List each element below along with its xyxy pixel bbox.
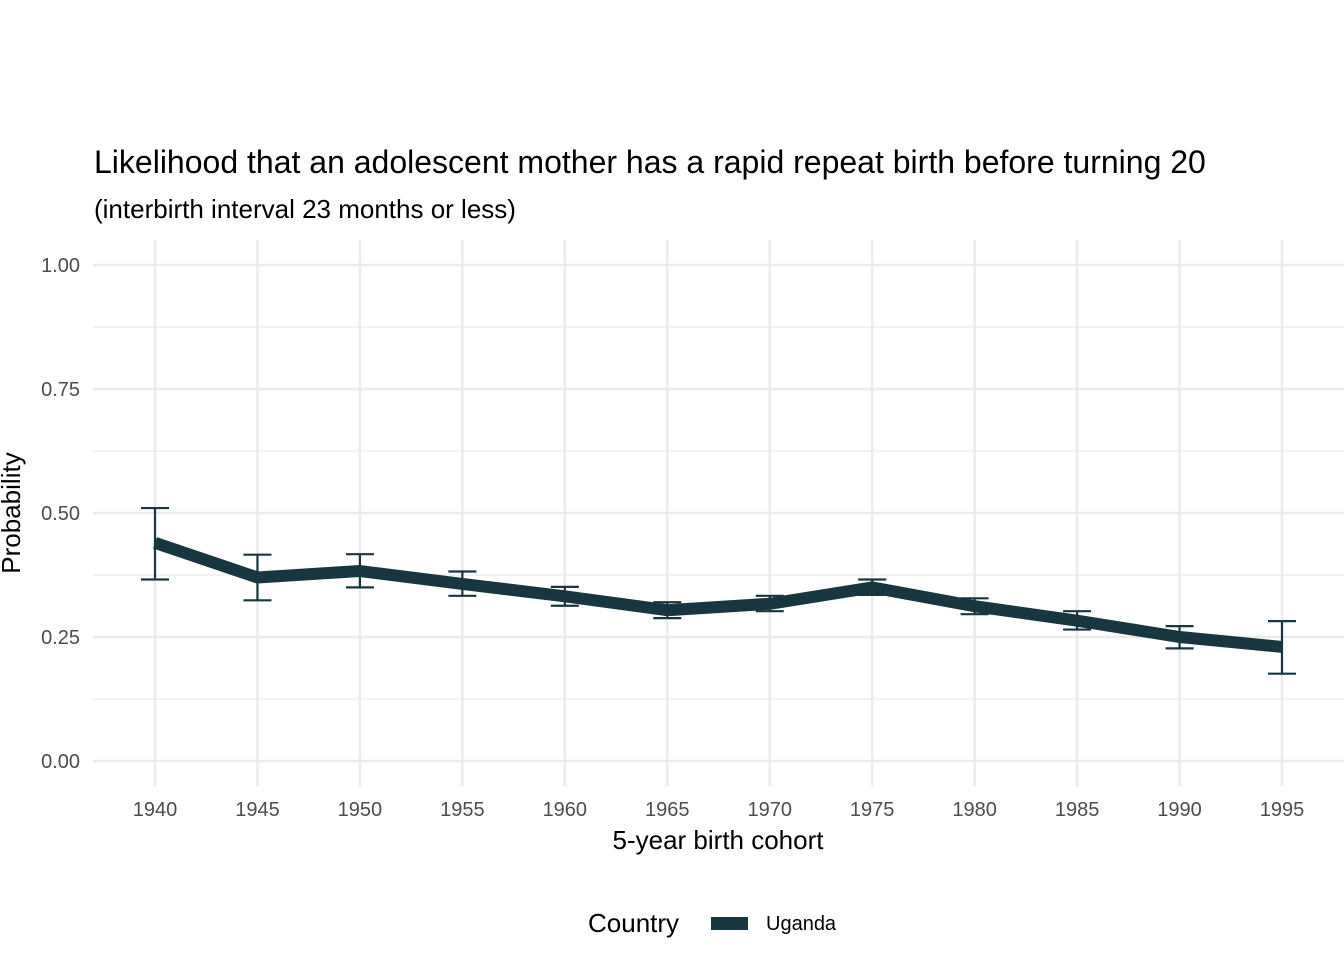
legend: Country Uganda	[588, 908, 837, 938]
major-gridlines	[93, 240, 1344, 786]
y-tick-label: 0.25	[41, 627, 80, 649]
x-tick-label: 1995	[1260, 799, 1305, 821]
x-tick-label: 1965	[645, 799, 690, 821]
minor-gridlines	[93, 326, 1344, 700]
x-tick-label: 1970	[747, 799, 792, 821]
x-axis-title: 5-year birth cohort	[613, 825, 825, 855]
y-tick-label: 1.00	[41, 255, 80, 277]
chart-subtitle: (interbirth interval 23 months or less)	[94, 194, 516, 224]
x-tick-label: 1950	[338, 799, 383, 821]
legend-swatch-uganda	[711, 917, 748, 930]
x-tick-label: 1945	[235, 799, 280, 821]
y-tick-label: 0.75	[41, 379, 80, 401]
x-tick-label: 1985	[1055, 799, 1100, 821]
x-tick-label: 1955	[440, 799, 485, 821]
series-lines	[153, 537, 1283, 653]
x-tick-label: 1940	[133, 799, 178, 821]
x-axis-ticks: 1940 1945 1950 1955 1960 1965 1970 1975 1980 1985…	[133, 799, 1305, 821]
legend-title: Country	[588, 908, 679, 938]
x-tick-label: 1975	[850, 799, 895, 821]
y-axis-title: Probability	[0, 452, 26, 573]
y-axis-ticks: 0.00 0.25 0.50 0.75 1.00	[41, 255, 80, 773]
x-tick-label: 1980	[952, 799, 997, 821]
error-bars	[141, 506, 1296, 675]
error-bar	[1268, 620, 1296, 675]
legend-label-uganda: Uganda	[766, 913, 837, 935]
y-tick-label: 0.50	[41, 503, 80, 525]
x-tick-label: 1960	[543, 799, 588, 821]
x-tick-label: 1990	[1157, 799, 1202, 821]
y-tick-label: 0.00	[41, 751, 80, 773]
series-line-uganda	[153, 537, 1283, 653]
chart-title: Likelihood that an adolescent mother has…	[94, 144, 1206, 180]
